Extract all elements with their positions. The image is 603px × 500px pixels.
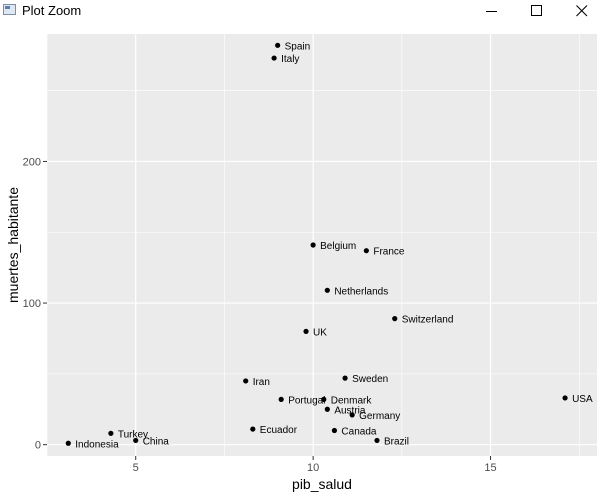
data-point [374,437,380,444]
x-tick-label: 10 [307,462,319,474]
data-point [342,375,348,381]
tick-labels: 5 10 15 0 100 200 [23,156,497,474]
y-tick-label: 100 [23,298,41,310]
data-point [243,378,249,384]
data-point [250,426,256,432]
point-label: China [143,436,170,447]
scatter-plot: 5 10 15 0 100 200 Spain Italy Belgium France Neth… [5,34,597,492]
point-label: Turkey [118,429,148,440]
close-button[interactable] [559,0,603,22]
data-point [133,437,139,444]
point-label: Canada [341,427,376,438]
point-label: Austria [334,405,366,416]
data-point [324,287,330,293]
close-icon [576,5,588,17]
point-label: UK [313,327,327,338]
maximize-icon [531,5,542,16]
data-point [310,242,316,248]
minor-gridlines [46,34,597,456]
y-tick-label: 200 [23,156,41,168]
point-label: France [373,247,405,258]
point-label: Germany [359,411,400,422]
data-point [349,412,355,418]
major-gridlines [47,34,597,456]
data-point [108,430,114,436]
plot-window-icon [3,4,16,15]
point-label: USA [572,394,593,405]
maximize-button[interactable] [514,0,560,22]
data-point [331,427,338,434]
point-label: Indonesia [75,439,119,450]
point-label: Portugal [288,395,325,406]
data-point [278,396,284,402]
y-tick-label: 0 [35,440,41,452]
point-label: Ecuador [260,425,298,436]
window-title: Plot Zoom [22,3,82,18]
y-axis-label: muertes_habitante [5,187,21,303]
point-label: Netherlands [334,286,388,297]
point-label: Switzerland [402,315,454,326]
plot-panel [47,34,597,456]
data-point [324,406,330,412]
data-points [65,42,568,446]
point-label: Denmark [331,395,373,406]
x-tick-label: 15 [484,462,496,474]
axis-ticks [43,160,492,460]
data-point [303,328,309,334]
point-label: Belgium [320,241,356,252]
title-bar: Plot Zoom [0,0,603,22]
minimize-button[interactable] [469,0,515,22]
data-point [562,395,568,401]
x-tick-label: 5 [133,462,139,474]
point-label: Iran [253,377,270,388]
x-axis-label: pib_salud [292,476,352,492]
data-point [392,316,398,322]
data-point [275,42,281,48]
point-label: Italy [281,54,299,65]
data-point [321,396,327,402]
data-point [65,440,71,446]
data-point [363,248,369,254]
point-labels: Spain Italy Belgium France Netherlands Switze… [75,41,593,450]
point-label: Brazil [384,436,409,447]
point-label: Sweden [352,374,388,385]
data-point [271,55,277,61]
point-label: Spain [285,41,311,52]
minimize-icon [486,11,497,12]
